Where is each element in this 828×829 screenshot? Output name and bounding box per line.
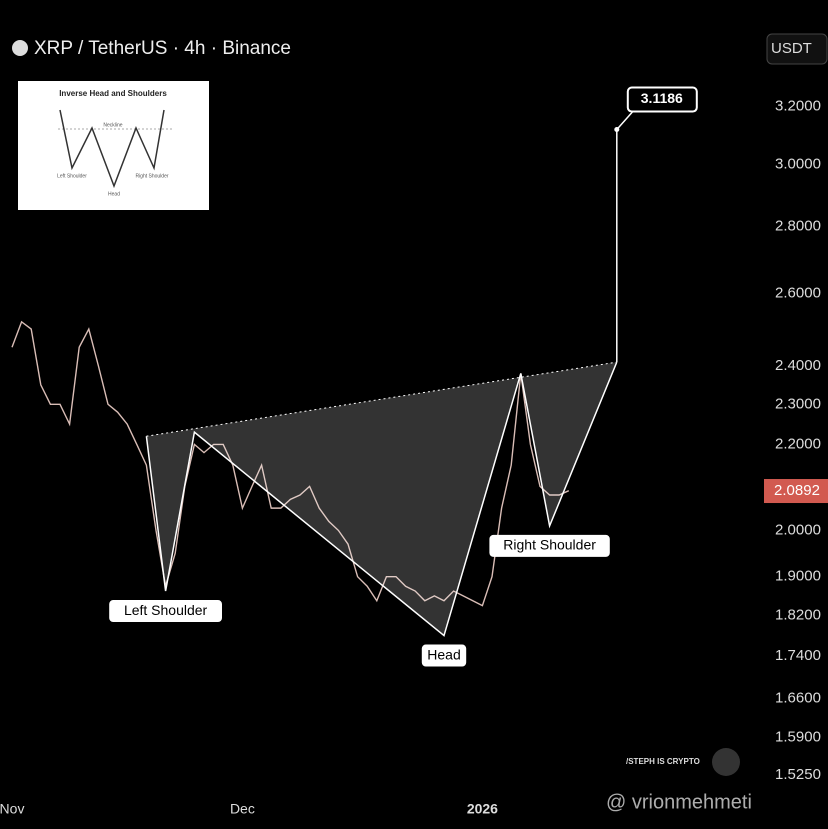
price-line: [11, 320, 570, 607]
y-tick-label: 3.2000: [775, 97, 821, 114]
y-tick-label: 2.4000: [775, 357, 821, 374]
target-pointer: [616, 111, 634, 131]
y-tick-label: 2.8000: [775, 218, 821, 235]
label-box: [421, 644, 467, 667]
y-tick-label: 1.7400: [775, 647, 821, 664]
watermark: /STEPH IS CRYPTO: [626, 757, 700, 766]
symbol-title: XRP / TetherUS · 4h · Binance: [34, 38, 291, 59]
y-tick-label: 1.8200: [775, 606, 821, 623]
y-tick-label: 1.5250: [775, 766, 821, 783]
y-tick-label: 1.5900: [775, 728, 821, 745]
currency[interactable]: USDT: [771, 40, 812, 57]
inset-head: Head: [108, 191, 120, 197]
y-tick-label: 1.9000: [775, 568, 821, 585]
price-box: [764, 479, 828, 504]
y-tick-label: 3.0000: [775, 155, 821, 172]
inset: Inverse Head and Shoulders Neckline Left…: [18, 81, 209, 210]
pattern-label: Left Shoulder: [124, 602, 208, 618]
inset-bg: [18, 81, 209, 210]
pattern-line: [145, 361, 618, 637]
pattern-area: [146, 362, 617, 636]
target-label: 3.1186: [641, 90, 683, 106]
x-tick-label: Nov: [0, 801, 24, 817]
label-box: [109, 600, 222, 623]
inset-pattern: [59, 109, 165, 189]
neckline: [146, 361, 617, 437]
target-box: [626, 86, 698, 113]
price-label: 2.0892: [774, 482, 820, 499]
watermark: @ vrionmehmeti: [606, 791, 752, 813]
y-tick-label: 2.3000: [775, 395, 821, 412]
label-box: [489, 534, 610, 557]
logo: [12, 40, 28, 56]
inset-left: Left Shoulder: [57, 173, 87, 179]
inset-neckline-label: Neckline: [103, 122, 122, 128]
y-tick-label: 2.0000: [775, 521, 821, 538]
currency-button[interactable]: [766, 33, 828, 65]
watermark-avatar: [712, 748, 740, 776]
x-tick-label: 2026: [467, 801, 498, 817]
inset-right: Right Shoulder: [135, 173, 168, 179]
pattern-label: Right Shoulder: [503, 537, 596, 553]
x-tick-label: Dec: [230, 801, 255, 817]
inset-title: Inverse Head and Shoulders: [59, 89, 167, 98]
pattern-label: Head: [427, 646, 460, 662]
y-tick-label: 2.2000: [775, 435, 821, 452]
y-tick-label: 2.6000: [775, 285, 821, 302]
y-tick-label: 1.6600: [775, 690, 821, 707]
